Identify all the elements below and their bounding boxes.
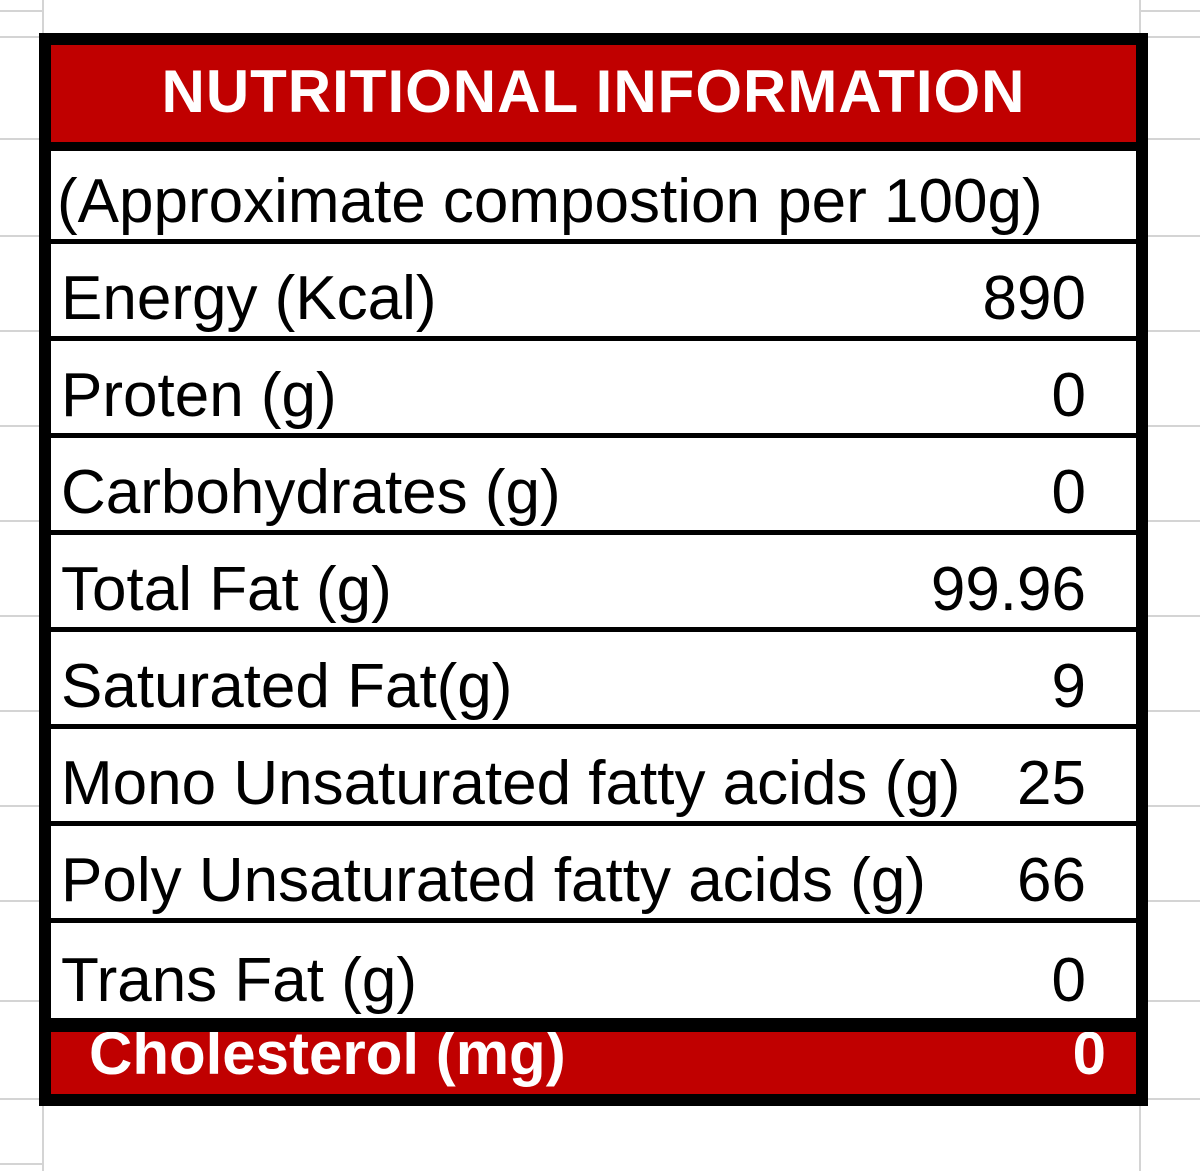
nutrition-table: NUTRITIONAL INFORMATION (Approximate com… xyxy=(39,33,1148,1106)
nutrient-row-poly-unsaturated[interactable]: Poly Unsaturated fatty acids (g) 66 xyxy=(51,826,1136,923)
subtitle-text: (Approximate compostion per 100g) xyxy=(57,167,1043,236)
nutrient-label: Trans Fat (g) xyxy=(61,946,417,1015)
nutrient-label: Proten (g) xyxy=(61,361,337,430)
nutrient-row-energy[interactable]: Energy (Kcal) 890 xyxy=(51,244,1136,341)
nutrient-value: 66 xyxy=(1017,846,1086,915)
nutrient-label: Poly Unsaturated fatty acids (g) xyxy=(61,846,926,915)
nutrient-row-trans-fat[interactable]: Trans Fat (g) 0 xyxy=(51,923,1136,1032)
nutrient-row-carbohydrates[interactable]: Carbohydrates (g) 0 xyxy=(51,438,1136,535)
nutrient-value: 0 xyxy=(1051,946,1086,1015)
table-title: NUTRITIONAL INFORMATION xyxy=(161,58,1026,125)
nutrient-value: 0 xyxy=(1051,458,1086,527)
nutrient-label: Cholesterol (mg) xyxy=(89,1032,566,1087)
nutrient-label: Mono Unsaturated fatty acids (g) xyxy=(61,749,961,818)
nutrient-value: 9 xyxy=(1051,652,1086,721)
nutrient-row-saturated-fat[interactable]: Saturated Fat(g) 9 xyxy=(51,632,1136,729)
nutrient-row-mono-unsaturated[interactable]: Mono Unsaturated fatty acids (g) 25 xyxy=(51,729,1136,826)
nutrient-label: Total Fat (g) xyxy=(61,555,392,624)
cholesterol-row[interactable]: Cholesterol (mg) 0 xyxy=(51,1032,1136,1094)
nutrient-value: 0 xyxy=(1072,1032,1106,1087)
gridline-h xyxy=(0,1163,42,1165)
nutrient-row-total-fat[interactable]: Total Fat (g) 99.96 xyxy=(51,535,1136,632)
nutrient-row-protein[interactable]: Proten (g) 0 xyxy=(51,341,1136,438)
nutrient-label: Carbohydrates (g) xyxy=(61,458,561,527)
table-header-cell[interactable]: NUTRITIONAL INFORMATION xyxy=(51,45,1136,151)
gridline-h xyxy=(0,10,42,12)
nutrient-value: 890 xyxy=(982,264,1086,333)
subtitle-cell[interactable]: (Approximate compostion per 100g) xyxy=(51,151,1136,244)
nutrient-value: 25 xyxy=(1017,749,1086,818)
nutrient-label: Saturated Fat(g) xyxy=(61,652,513,721)
nutrient-label: Energy (Kcal) xyxy=(61,264,437,333)
nutrient-value: 99.96 xyxy=(930,555,1086,624)
nutrient-value: 0 xyxy=(1051,361,1086,430)
gridline-h xyxy=(1141,10,1200,12)
